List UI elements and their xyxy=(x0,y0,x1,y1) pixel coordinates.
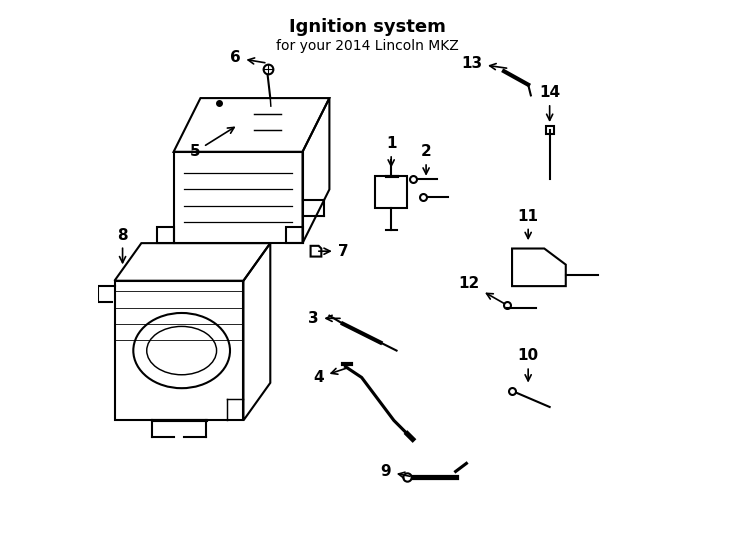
Text: Ignition system: Ignition system xyxy=(288,17,446,36)
Text: 12: 12 xyxy=(459,276,504,303)
Text: 9: 9 xyxy=(380,464,410,479)
Text: 3: 3 xyxy=(308,311,340,326)
Text: 11: 11 xyxy=(517,209,539,239)
Text: 6: 6 xyxy=(230,50,265,65)
Text: 8: 8 xyxy=(117,227,128,262)
Text: 2: 2 xyxy=(421,144,432,174)
Text: 5: 5 xyxy=(190,127,234,159)
Text: for your 2014 Lincoln MKZ: for your 2014 Lincoln MKZ xyxy=(276,39,458,53)
Text: 1: 1 xyxy=(386,136,396,166)
Text: 4: 4 xyxy=(313,368,348,385)
Text: 10: 10 xyxy=(517,348,539,381)
Text: 14: 14 xyxy=(539,85,560,120)
Text: 13: 13 xyxy=(461,56,506,71)
Text: 7: 7 xyxy=(319,244,348,259)
